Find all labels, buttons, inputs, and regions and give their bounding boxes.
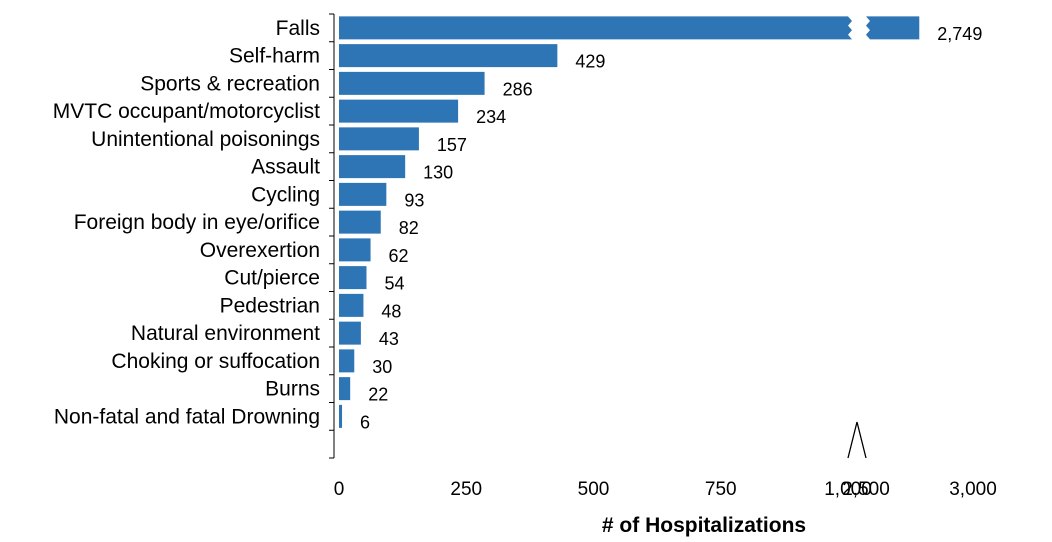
- bar: [339, 99, 459, 123]
- x-tick-label: 2,500: [842, 479, 890, 500]
- category-label: Self-harm: [229, 45, 320, 68]
- category-label: Foreign body in eye/orifice: [74, 211, 320, 234]
- data-label: 48: [381, 301, 401, 321]
- data-label: 54: [384, 274, 404, 294]
- x-tick-label: 500: [578, 479, 610, 500]
- bar: [339, 127, 419, 151]
- category-label: Pedestrian: [220, 294, 320, 317]
- bar: [339, 155, 406, 179]
- category-label: Natural environment: [131, 322, 320, 345]
- bar: [339, 349, 355, 373]
- bar-falls-lower: [339, 16, 852, 40]
- bar: [339, 321, 361, 345]
- x-tick-label: 750: [705, 479, 737, 500]
- category-label: Unintentional poisonings: [91, 128, 320, 151]
- x-tick-label: 0: [334, 479, 345, 500]
- data-label: 130: [423, 163, 453, 183]
- bar: [339, 404, 343, 428]
- x-tick-label: 1,000: [824, 479, 872, 500]
- category-label: Cut/pierce: [224, 267, 320, 290]
- data-label: 429: [575, 52, 605, 72]
- x-tick-label: 250: [450, 479, 482, 500]
- bar: [339, 293, 364, 317]
- x-tick-label: 3,000: [949, 479, 997, 500]
- data-label: 157: [437, 135, 467, 155]
- data-label: 22: [368, 385, 388, 405]
- category-label: Choking or suffocation: [111, 350, 320, 373]
- category-label: Burns: [265, 378, 320, 401]
- bar: [339, 238, 371, 262]
- category-label: Assault: [251, 156, 320, 179]
- data-label: 30: [372, 357, 392, 377]
- data-label: 82: [399, 218, 419, 238]
- category-label: Falls: [276, 17, 320, 40]
- x-axis-title: # of Hospitalizations: [602, 514, 806, 537]
- category-label: Non-fatal and fatal Drowning: [54, 405, 320, 428]
- category-label: Overexertion: [200, 239, 320, 262]
- category-label: MVTC occupant/motorcyclist: [53, 100, 320, 123]
- category-label: Sports & recreation: [140, 72, 320, 95]
- bar: [339, 44, 558, 68]
- data-label: 2,749: [937, 24, 982, 44]
- bar: [339, 210, 381, 234]
- bar: [339, 377, 351, 401]
- data-label: 6: [360, 412, 370, 432]
- bar: [339, 71, 485, 95]
- data-label: 43: [379, 329, 399, 349]
- bar-falls-upper: [866, 16, 920, 40]
- bar: [339, 182, 387, 206]
- category-label: Cycling: [251, 183, 320, 206]
- axis-break-marker: [847, 421, 867, 459]
- data-label: 93: [404, 190, 424, 210]
- data-label: 286: [503, 79, 533, 99]
- bar: [339, 266, 367, 290]
- data-label: 62: [389, 246, 409, 266]
- data-label: 234: [476, 107, 506, 127]
